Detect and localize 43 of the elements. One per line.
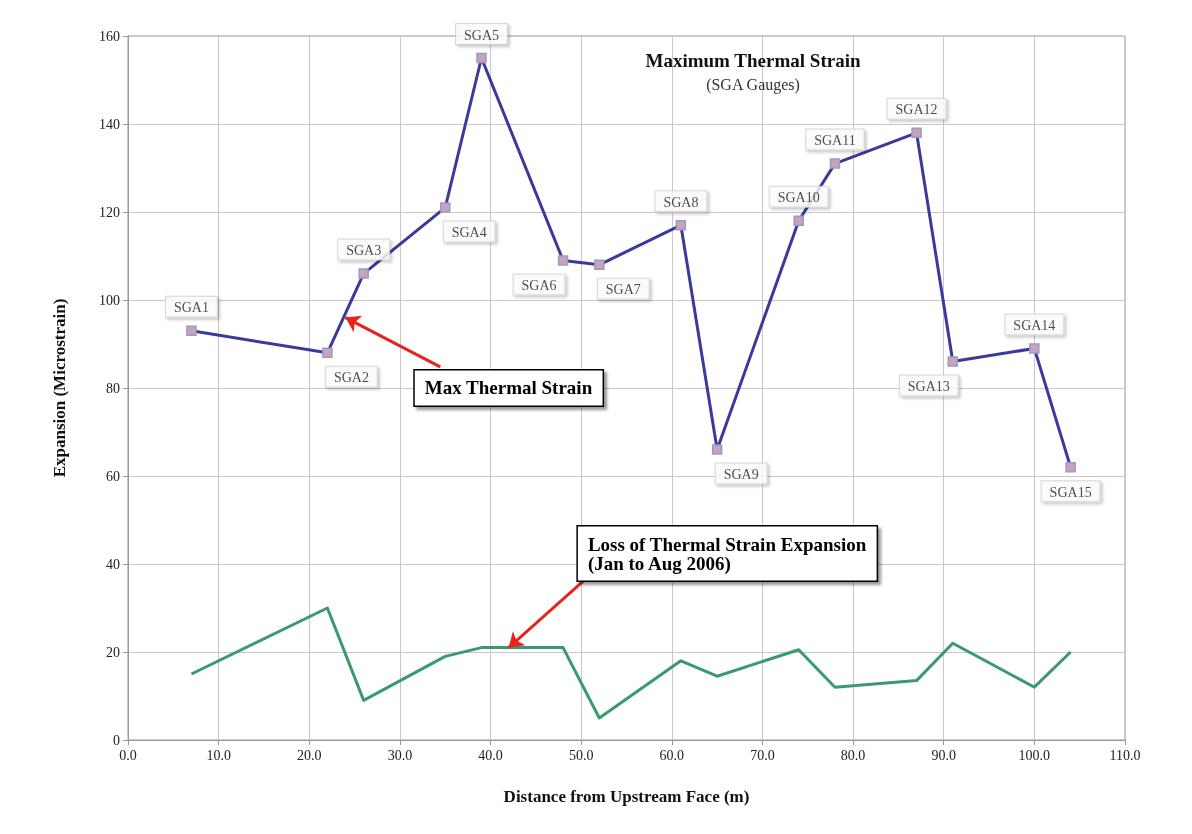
annotation: SGA4 bbox=[451, 225, 487, 241]
x-tick-label: 100.0 bbox=[1018, 747, 1051, 763]
y-tick-label: 100 bbox=[99, 292, 120, 308]
annotation: SGA9 bbox=[723, 467, 759, 483]
x-tick-label: 80.0 bbox=[840, 747, 866, 763]
y-tick-label: 60 bbox=[106, 468, 120, 484]
text: (SGA Gauges) bbox=[706, 75, 800, 94]
y-tick-label: 0 bbox=[113, 732, 120, 748]
x-tick-label: 20.0 bbox=[297, 747, 322, 763]
annotation: SGA5 bbox=[463, 27, 499, 43]
annotation: Loss of Thermal Strain Expansion (Jan to Aug 2006) bbox=[587, 533, 867, 575]
x-tick-label: 0.0 bbox=[119, 747, 137, 763]
annotation: SGA2 bbox=[333, 370, 369, 386]
annotation: SGA15 bbox=[1049, 484, 1092, 500]
x-tick-label: 10.0 bbox=[206, 747, 231, 763]
y-tick-label: 140 bbox=[99, 116, 120, 132]
annotation: SGA13 bbox=[907, 379, 950, 395]
annotation: SGA7 bbox=[605, 282, 641, 298]
annotation: SGA3 bbox=[346, 243, 382, 259]
annotation: SGA8 bbox=[663, 194, 699, 210]
y-axis-title: Expansion (Microstrain) bbox=[50, 298, 69, 478]
x-tick-label: 40.0 bbox=[478, 747, 503, 763]
x-tick-label: 60.0 bbox=[659, 747, 685, 763]
annotation: SGA10 bbox=[777, 190, 820, 206]
annotation: Max Thermal Strain bbox=[424, 377, 593, 399]
y-tick-label: 160 bbox=[99, 28, 120, 44]
y-tick-label: 40 bbox=[106, 556, 120, 572]
y-tick-label: 120 bbox=[99, 204, 120, 220]
annotation: SGA1 bbox=[173, 300, 209, 316]
annotation: SGA14 bbox=[1013, 317, 1056, 333]
x-tick-label: 110.0 bbox=[1109, 747, 1141, 763]
x-tick-label: 70.0 bbox=[750, 747, 775, 763]
annotation: SGA11 bbox=[814, 133, 856, 149]
line-series bbox=[189, 606, 1073, 720]
x-tick-label: 90.0 bbox=[931, 747, 956, 763]
text: Maximum Thermal Strain bbox=[645, 50, 861, 71]
annotation: SGA12 bbox=[895, 102, 938, 118]
x-axis-title: Distance from Upstream Face (m) bbox=[503, 787, 750, 806]
x-tick-label: 30.0 bbox=[387, 747, 413, 763]
y-tick-label: 20 bbox=[106, 644, 120, 660]
y-tick-label: 80 bbox=[106, 380, 120, 396]
x-tick-label: 50.0 bbox=[568, 747, 594, 763]
annotation: SGA6 bbox=[521, 277, 557, 293]
